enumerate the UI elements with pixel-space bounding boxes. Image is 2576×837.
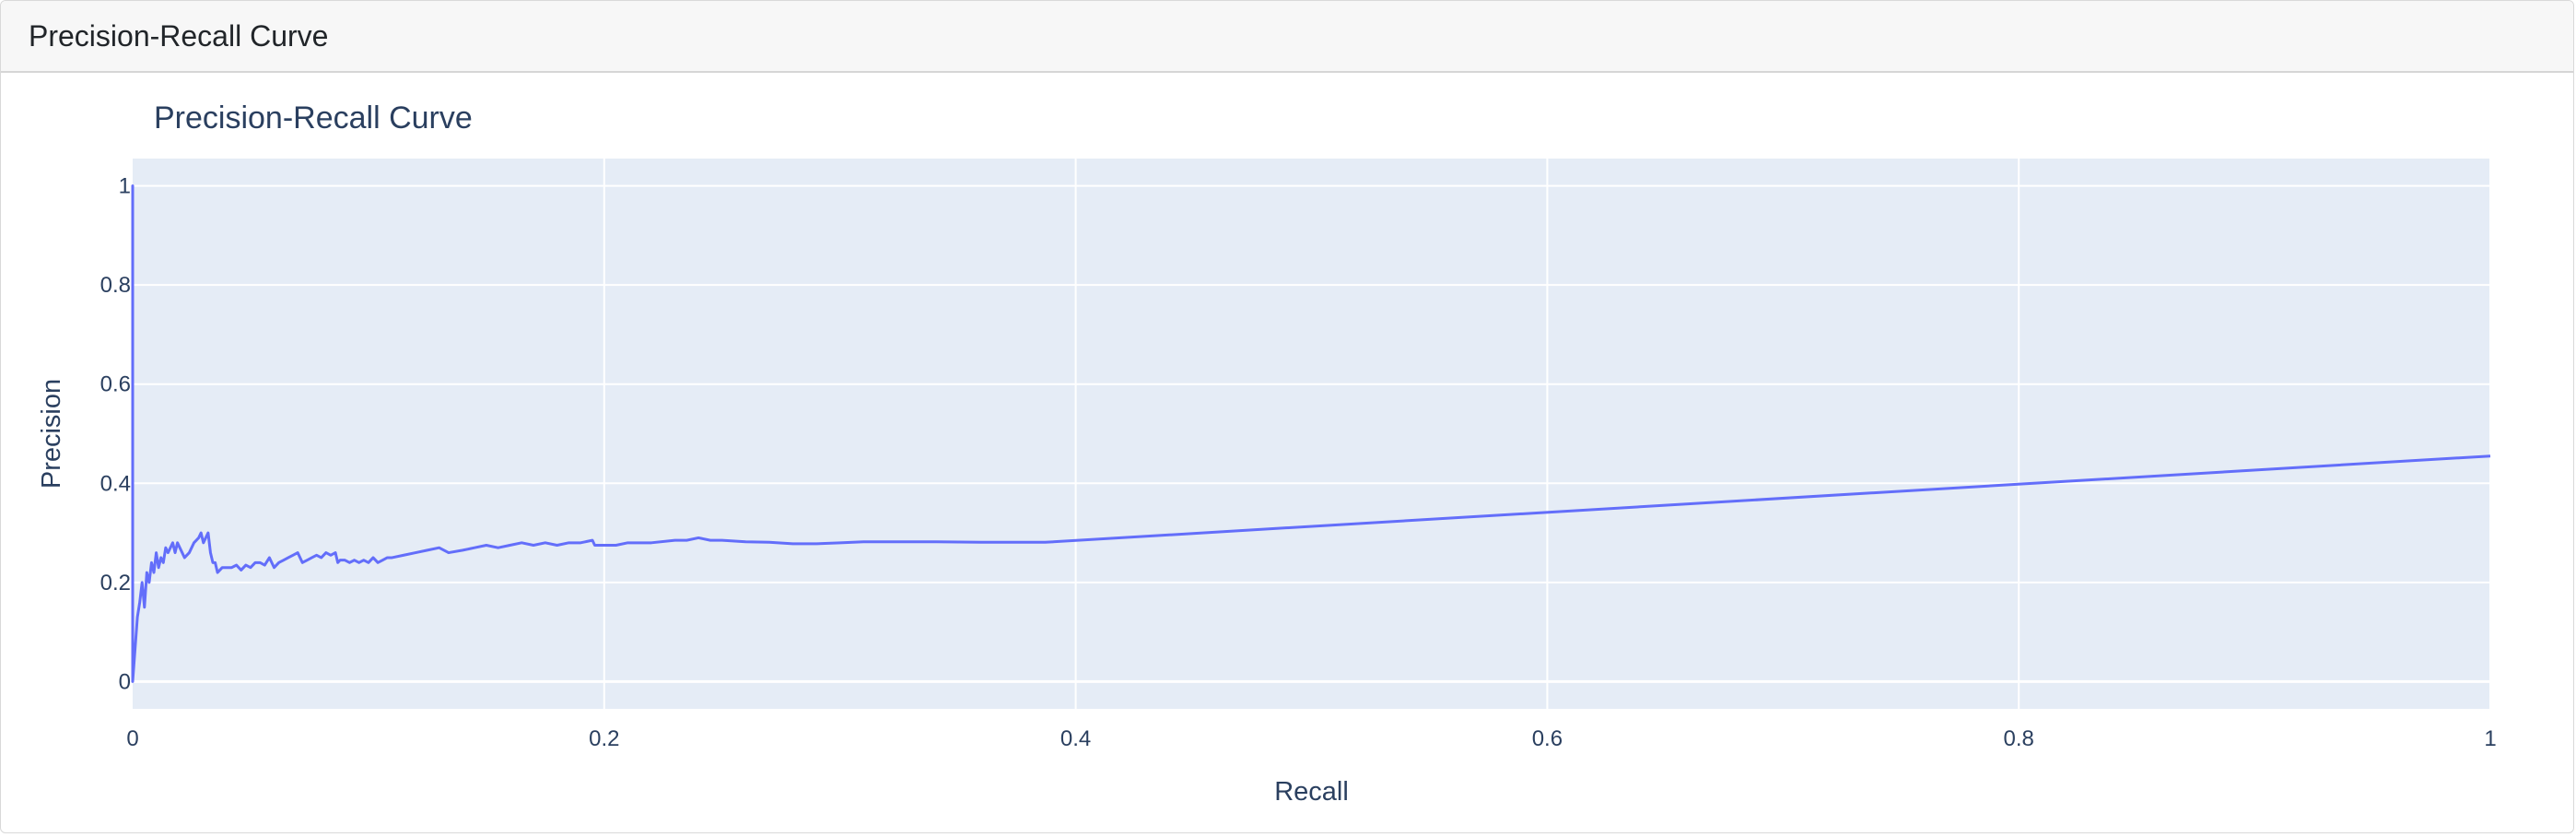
card-header: Precision-Recall Curve — [1, 1, 2573, 73]
x-tick-label: 0.2 — [589, 726, 619, 751]
x-tick-label: 1 — [2484, 726, 2496, 751]
x-tick-label: 0.4 — [1060, 726, 1091, 751]
y-tick-label: 0.8 — [100, 273, 131, 298]
y-axis-label: Precision — [37, 379, 66, 489]
chart-title: Precision-Recall Curve — [154, 100, 473, 136]
y-tick-label: 0 — [119, 669, 131, 694]
x-tick-label: 0.6 — [1532, 726, 1563, 751]
y-tick-labels: 0 0.2 0.4 0.6 0.8 1 — [100, 174, 131, 695]
y-tick-label: 0.2 — [100, 571, 131, 595]
card-title: Precision-Recall Curve — [29, 18, 329, 53]
y-tick-label: 1 — [119, 174, 131, 199]
pr-curve-line[interactable] — [131, 184, 2491, 683]
x-tick-labels: 0 0.2 0.4 0.6 0.8 1 — [126, 726, 2496, 751]
x-axis-label: Recall — [1274, 777, 1349, 807]
chart-area[interactable]: 0 0.2 0.4 0.6 0.8 1 0 0.2 0.4 0.6 0.8 1 Precision-… — [1, 73, 2574, 833]
pr-curve-chart[interactable]: 0 0.2 0.4 0.6 0.8 1 0 0.2 0.4 0.6 0.8 1 Precision-… — [1, 73, 2574, 833]
x-tick-label: 0 — [126, 726, 138, 751]
gridlines — [133, 159, 2491, 709]
series-layer — [131, 184, 2491, 683]
y-tick-label: 0.4 — [100, 471, 131, 496]
plot-background — [133, 159, 2490, 709]
y-tick-label: 0.6 — [100, 372, 131, 397]
x-tick-label: 0.8 — [2004, 726, 2034, 751]
